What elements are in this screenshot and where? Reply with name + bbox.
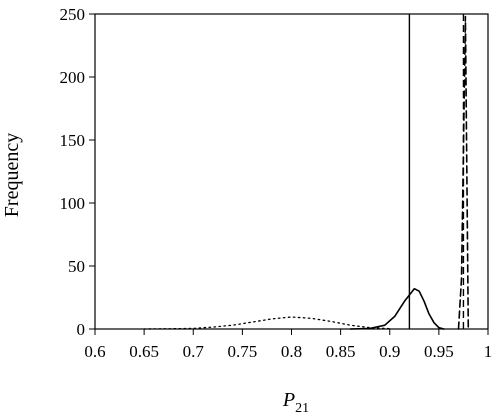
x-tick-label: 0.8: [281, 342, 302, 361]
plot-frame: [94, 13, 489, 330]
series-line-dotted: [143, 316, 391, 330]
x-axis-title-main: P: [282, 389, 295, 411]
x-tick-label: 0.65: [129, 342, 159, 361]
y-tick-label: 250: [60, 5, 86, 24]
x-tick-label: 0.9: [379, 342, 400, 361]
y-axis-title: Frequency: [1, 133, 23, 217]
x-tick-label: 0.7: [183, 342, 205, 361]
series-line-solid: [349, 287, 445, 330]
x-tick-label: 0.95: [424, 342, 454, 361]
y-tick-label: 150: [60, 131, 86, 150]
y-tick-label: 0: [77, 320, 86, 339]
series-line-dashed: [457, 15, 470, 330]
x-tick-label: 0.75: [228, 342, 258, 361]
x-axis-title-sub: 21: [295, 401, 309, 416]
x-tick-label: 1: [484, 342, 493, 361]
x-tick-label: 0.6: [84, 342, 105, 361]
x-axis-title: P21: [282, 389, 309, 416]
y-tick-label: 50: [68, 257, 85, 276]
x-tick-label: 0.85: [326, 342, 356, 361]
y-tick-label: 100: [60, 194, 86, 213]
y-tick-label: 200: [60, 68, 86, 87]
